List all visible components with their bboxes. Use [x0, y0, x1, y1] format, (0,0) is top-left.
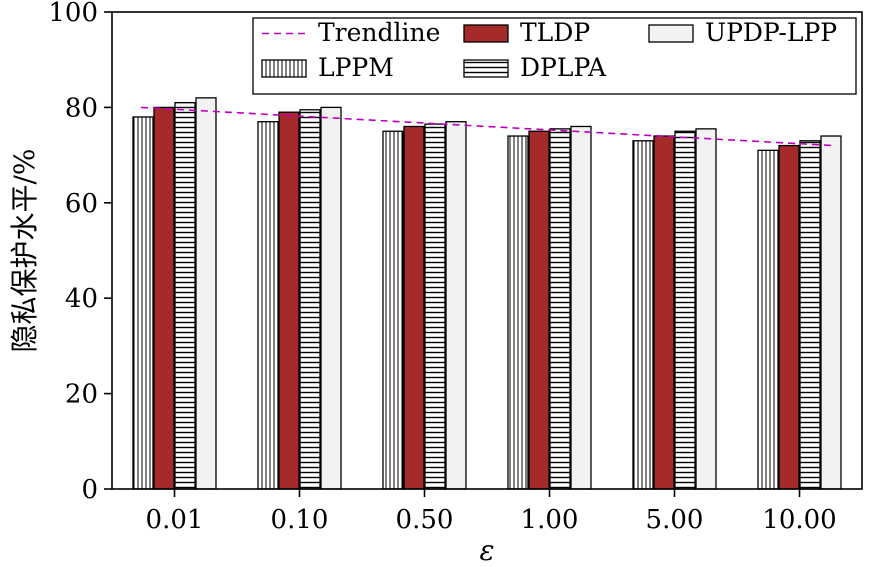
legend-swatch-tldp — [463, 24, 509, 43]
bar-updp-lpp-0-50 — [445, 121, 467, 490]
bar-dplpa-10-00 — [799, 140, 821, 490]
legend-label-tldp: TLDP — [520, 18, 590, 47]
bar-lppm-0-50 — [382, 130, 404, 490]
legend-item-tldp: TLDP — [463, 18, 590, 47]
bar-dplpa-0-10 — [299, 109, 321, 490]
legend-item-dplpa: DPLPA — [463, 53, 607, 82]
legend-swatch-lppm — [261, 59, 307, 78]
bar-updp-lpp-10-00 — [820, 135, 842, 490]
bar-dplpa-5-00 — [674, 130, 696, 490]
legend-label-trendline: Trendline — [318, 18, 440, 47]
x-tick-label-5-00: 5.00 — [646, 505, 704, 535]
x-axis-label: ε — [479, 534, 494, 567]
bar-dplpa-0-50 — [424, 123, 446, 490]
x-tick-label-0-10: 0.10 — [271, 505, 329, 535]
bar-updp-lpp-0-01 — [195, 97, 217, 490]
bar-updp-lpp-1-00 — [570, 125, 592, 490]
bars — [132, 97, 842, 490]
bar-updp-lpp-0-10 — [320, 106, 342, 490]
legend: Trendline TLDP UPDP-LPP LPPM DPLPA — [252, 17, 857, 95]
axes: 0 20 40 60 80 100 0.01 0.10 0.50 1.00 5.00 10.00 ε 隐私… — [8, 0, 863, 567]
trendline-layer — [140, 106, 834, 147]
bar-dplpa-1-00 — [549, 128, 571, 490]
y-tick-label-80: 80 — [65, 93, 98, 123]
x-tick-label-0-01: 0.01 — [146, 505, 204, 535]
legend-label-lppm: LPPM — [318, 53, 394, 82]
x-tick-label-1-00: 1.00 — [521, 505, 579, 535]
legend-item-updp-lpp: UPDP-LPP — [648, 18, 837, 47]
bar-lppm-1-00 — [507, 135, 529, 490]
legend-label-dplpa: DPLPA — [520, 53, 607, 82]
y-tick-label-100: 100 — [48, 0, 98, 28]
legend-swatch-dplpa — [463, 59, 509, 78]
plot-frame — [111, 11, 863, 490]
legend-swatch-updp-lpp — [648, 24, 694, 43]
bar-tldp-5-00 — [653, 135, 675, 490]
legend-label-updp-lpp: UPDP-LPP — [705, 18, 837, 47]
y-tick-label-60: 60 — [65, 189, 98, 219]
trendline — [140, 106, 834, 147]
x-tick-label-0-50: 0.50 — [396, 505, 454, 535]
y-tick-label-40: 40 — [65, 284, 98, 314]
bar-updp-lpp-5-00 — [695, 128, 717, 490]
bar-lppm-5-00 — [632, 140, 654, 490]
bar-tldp-10-00 — [778, 144, 800, 490]
x-tick-label-10-00: 10.00 — [762, 505, 836, 535]
bar-lppm-10-00 — [757, 149, 779, 490]
bar-tldp-0-10 — [278, 111, 300, 490]
bar-lppm-0-10 — [257, 121, 279, 490]
y-tick-label-20: 20 — [65, 380, 98, 410]
y-tick-label-0: 0 — [81, 475, 98, 505]
y-axis-label: 隐私保护水平/% — [8, 148, 41, 352]
legend-box — [252, 17, 857, 95]
bar-dplpa-0-01 — [174, 101, 196, 490]
bar-tldp-0-50 — [403, 125, 425, 490]
legend-item-lppm: LPPM — [261, 53, 394, 82]
bar-lppm-0-01 — [132, 116, 154, 490]
bar-tldp-1-00 — [528, 130, 550, 490]
legend-item-trendline: Trendline — [262, 18, 440, 47]
bar-tldp-0-01 — [153, 106, 175, 490]
